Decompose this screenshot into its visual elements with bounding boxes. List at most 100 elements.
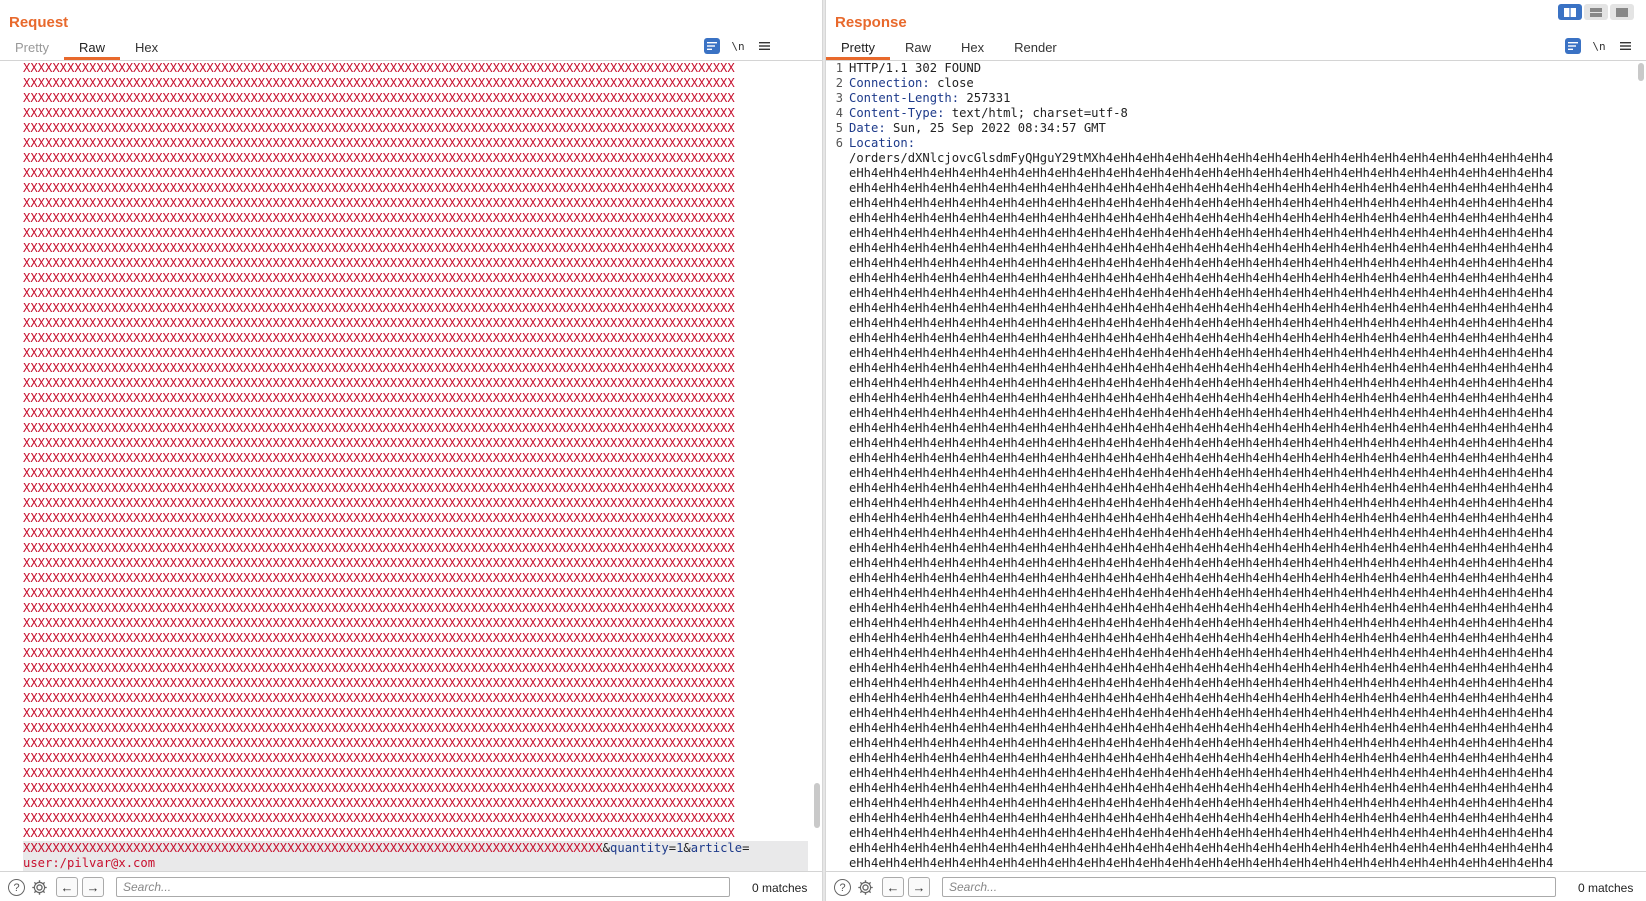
response-header-line: Connection: close [849,76,1634,91]
location-value-line: eHh4eHh4eHh4eHh4eHh4eHh4eHh4eHh4eHh4eHh4… [849,691,1554,705]
request-body-line: XXXXXXXXXXXXXXXXXXXXXXXXXXXXXXXXXXXXXXXX… [23,466,735,480]
request-body-line: XXXXXXXXXXXXXXXXXXXXXXXXXXXXXXXXXXXXXXXX… [23,421,735,435]
request-title: Request [9,14,69,31]
request-search-bar: ? ← → 0 matches [0,871,822,901]
location-value-line: eHh4eHh4eHh4eHh4eHh4eHh4eHh4eHh4eHh4eHh4… [849,316,1554,330]
request-body-line: XXXXXXXXXXXXXXXXXXXXXXXXXXXXXXXXXXXXXXXX… [23,301,735,315]
header-name: Connection [849,76,923,90]
location-value-line: eHh4eHh4eHh4eHh4eHh4eHh4eHh4eHh4eHh4eHh4… [849,856,1554,870]
request-tab-pretty[interactable]: Pretty [15,40,49,55]
response-scrollbar[interactable] [1638,63,1644,81]
request-body-line: XXXXXXXXXXXXXXXXXXXXXXXXXXXXXXXXXXXXXXXX… [23,706,735,720]
location-value-line: eHh4eHh4eHh4eHh4eHh4eHh4eHh4eHh4eHh4eHh4… [849,241,1554,255]
location-value-line: eHh4eHh4eHh4eHh4eHh4eHh4eHh4eHh4eHh4eHh4… [849,346,1554,360]
request-body-line: XXXXXXXXXXXXXXXXXXXXXXXXXXXXXXXXXXXXXXXX… [23,286,735,300]
location-value-line: eHh4eHh4eHh4eHh4eHh4eHh4eHh4eHh4eHh4eHh4… [849,256,1554,270]
request-body-line: XXXXXXXXXXXXXXXXXXXXXXXXXXXXXXXXXXXXXXXX… [23,826,735,840]
response-header-line: Content-Length: 257331 [849,91,1634,106]
response-header-line: Content-Type: text/html; charset=utf-8 [849,106,1634,121]
request-body-line: XXXXXXXXXXXXXXXXXXXXXXXXXXXXXXXXXXXXXXXX… [23,256,735,270]
show-newlines-icon[interactable]: \n [731,39,745,53]
request-body-line: XXXXXXXXXXXXXXXXXXXXXXXXXXXXXXXXXXXXXXXX… [23,361,735,375]
location-value-line: /orders/dXNlcjovcGlsdmFyQHguY29tMXh4eHh4… [849,151,1554,165]
location-value-line: eHh4eHh4eHh4eHh4eHh4eHh4eHh4eHh4eHh4eHh4… [849,721,1554,735]
line-number: 6 [835,136,843,150]
location-value-line: eHh4eHh4eHh4eHh4eHh4eHh4eHh4eHh4eHh4eHh4… [849,706,1554,720]
location-value-line: eHh4eHh4eHh4eHh4eHh4eHh4eHh4eHh4eHh4eHh4… [849,826,1554,840]
request-body-line: XXXXXXXXXXXXXXXXXXXXXXXXXXXXXXXXXXXXXXXX… [23,226,735,240]
response-tab-hex[interactable]: Hex [960,40,985,55]
request-body-line: XXXXXXXXXXXXXXXXXXXXXXXXXXXXXXXXXXXXXXXX… [23,91,735,105]
gear-icon[interactable] [857,879,874,896]
location-value-line: eHh4eHh4eHh4eHh4eHh4eHh4eHh4eHh4eHh4eHh4… [849,361,1554,375]
request-editor[interactable]: XXXXXXXXXXXXXXXXXXXXXXXXXXXXXXXXXXXXXXXX… [0,61,822,871]
response-body[interactable]: HTTP/1.1 302 FOUND Connection: close Conte… [849,61,1634,871]
location-value-line: eHh4eHh4eHh4eHh4eHh4eHh4eHh4eHh4eHh4eHh4… [849,181,1554,195]
location-value-line: eHh4eHh4eHh4eHh4eHh4eHh4eHh4eHh4eHh4eHh4… [849,661,1554,675]
request-body-line: XXXXXXXXXXXXXXXXXXXXXXXXXXXXXXXXXXXXXXXX… [23,646,735,660]
request-body-line: XXXXXXXXXXXXXXXXXXXXXXXXXXXXXXXXXXXXXXXX… [23,121,735,135]
request-body-line: XXXXXXXXXXXXXXXXXXXXXXXXXXXXXXXXXXXXXXXX… [23,616,735,630]
line-number: 2 [835,76,843,90]
response-tab-pretty[interactable]: Pretty [826,38,890,60]
split-horizontal-icon[interactable] [1558,4,1582,20]
request-body-line: XXXXXXXXXXXXXXXXXXXXXXXXXXXXXXXXXXXXXXXX… [23,571,735,585]
help-icon[interactable]: ? [834,879,851,896]
single-pane-icon[interactable] [1610,4,1634,20]
response-tab-render[interactable]: Render [1014,40,1057,55]
request-search-input[interactable] [116,877,730,897]
next-match-button[interactable]: → [82,877,104,897]
line-number: 5 [835,121,843,135]
request-body-line: XXXXXXXXXXXXXXXXXXXXXXXXXXXXXXXXXXXXXXXX… [23,166,735,180]
location-value-line: eHh4eHh4eHh4eHh4eHh4eHh4eHh4eHh4eHh4eHh4… [849,841,1554,855]
request-tabs-divider [0,60,822,61]
request-tab-raw[interactable]: Raw [63,38,120,60]
previous-match-button[interactable]: ← [882,877,904,897]
wrap-lines-icon[interactable] [1565,38,1581,54]
request-body-line: user:/pilvar@x.com [23,856,808,871]
response-header-line: Date: Sun, 25 Sep 2022 08:34:57 GMT [849,121,1634,136]
request-body-line: XXXXXXXXXXXXXXXXXXXXXXXXXXXXXXXXXXXXXXXX… [23,541,735,555]
request-body-line: XXXXXXXXXXXXXXXXXXXXXXXXXXXXXXXXXXXXXXXX… [23,721,735,735]
request-body-line: XXXXXXXXXXXXXXXXXXXXXXXXXXXXXXXXXXXXXXXX… [23,436,735,450]
help-icon[interactable]: ? [8,879,25,896]
request-body-line: XXXXXXXXXXXXXXXXXXXXXXXXXXXXXXXXXXXXXXXX… [23,376,735,390]
location-value-line: eHh4eHh4eHh4eHh4eHh4eHh4eHh4eHh4eHh4eHh4… [849,436,1554,450]
menu-icon[interactable] [756,38,772,54]
request-body-line: XXXXXXXXXXXXXXXXXXXXXXXXXXXXXXXXXXXXXXXX… [23,391,735,405]
request-tabs: Pretty Raw Hex [0,38,173,60]
pane-splitter[interactable] [822,0,826,901]
request-body[interactable]: XXXXXXXXXXXXXXXXXXXXXXXXXXXXXXXXXXXXXXXX… [23,61,808,871]
response-title: Response [835,14,907,31]
request-body-line: XXXXXXXXXXXXXXXXXXXXXXXXXXXXXXXXXXXXXXXX… [23,61,735,75]
request-body-line: XXXXXXXXXXXXXXXXXXXXXXXXXXXXXXXXXXXXXXXX… [23,691,735,705]
header-value: 257331 [966,91,1011,105]
next-match-button[interactable]: → [908,877,930,897]
response-header-line: Location: [849,136,1634,151]
param-equals: = [668,841,677,855]
wrap-lines-icon[interactable] [704,38,720,54]
header-name: Content-Type [849,106,938,120]
header-colon: : [907,136,916,150]
previous-match-button[interactable]: ← [56,877,78,897]
request-scrollbar[interactable] [814,783,820,828]
param-key: quantity [610,841,669,855]
param-separator: & [683,841,691,855]
gear-icon[interactable] [31,879,48,896]
request-tab-hex[interactable]: Hex [134,40,159,55]
header-colon: : [937,106,945,120]
split-vertical-icon[interactable] [1584,4,1608,20]
header-name: Date [849,121,879,135]
request-body-line: XXXXXXXXXXXXXXXXXXXXXXXXXXXXXXXXXXXXXXXX… [23,181,735,195]
response-tab-raw[interactable]: Raw [904,40,931,55]
line-number: 1 [835,61,843,75]
request-body-line: XXXXXXXXXXXXXXXXXXXXXXXXXXXXXXXXXXXXXXXX… [23,211,735,225]
menu-icon[interactable] [1617,38,1633,54]
response-tabs-divider [826,60,1646,61]
line-number: 4 [835,106,843,120]
location-value-line: eHh4eHh4eHh4eHh4eHh4eHh4eHh4eHh4eHh4eHh4… [849,631,1554,645]
location-value-line: eHh4eHh4eHh4eHh4eHh4eHh4eHh4eHh4eHh4eHh4… [849,736,1554,750]
response-search-input[interactable] [942,877,1556,897]
show-newlines-icon[interactable]: \n [1592,39,1606,53]
